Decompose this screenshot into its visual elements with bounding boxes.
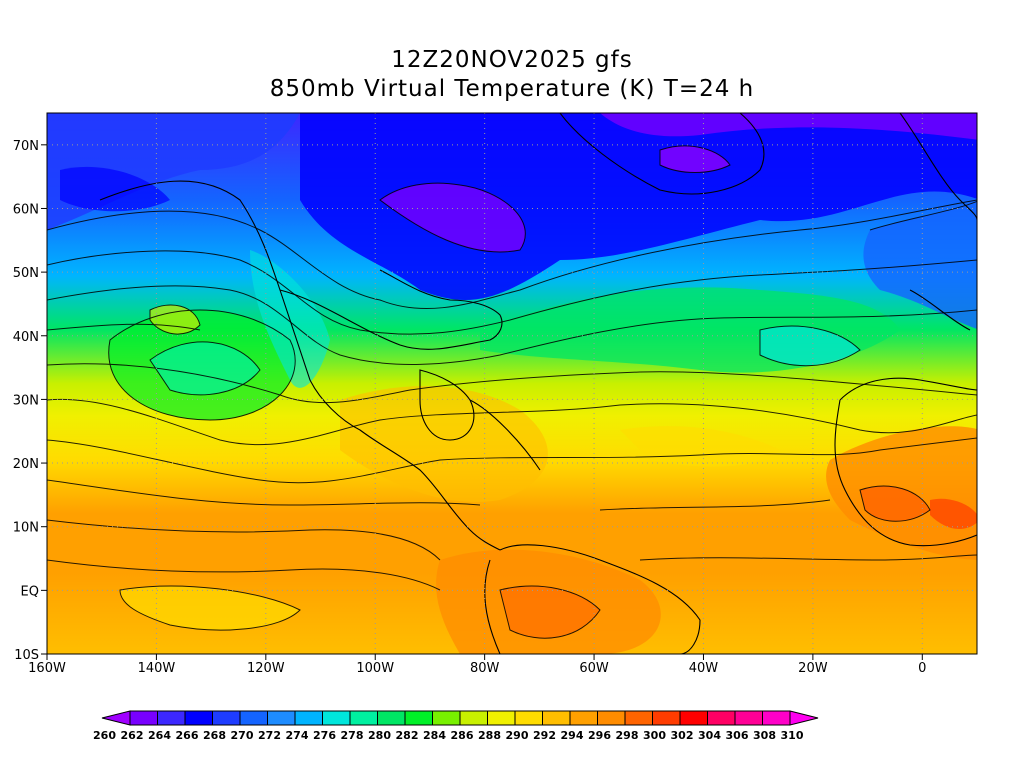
colorbar-label: 294 xyxy=(561,729,584,742)
colorbar-swatch xyxy=(542,710,571,726)
lon-tick-label: 40W xyxy=(689,661,719,676)
colorbar-swatch xyxy=(459,710,488,726)
colorbar-swatch xyxy=(762,710,791,726)
colorbar-swatch xyxy=(734,710,763,726)
colorbar-swatch xyxy=(129,710,158,726)
colorbar-label: 302 xyxy=(671,729,694,742)
colorbar-label: 280 xyxy=(368,729,391,742)
colorbar-swatch xyxy=(184,710,213,726)
lon-tick-label: 60W xyxy=(579,661,609,676)
colorbar-label: 278 xyxy=(341,729,364,742)
colorbar-label: 286 xyxy=(451,729,474,742)
colorbar-label: 300 xyxy=(643,729,666,742)
latitude-axis: 70N 60N 50N 40N 30N 20N 10N EQ 10S xyxy=(13,139,47,663)
lat-tick-label: 40N xyxy=(13,330,39,345)
colorbar-swatch xyxy=(239,710,268,726)
map-frame xyxy=(46,112,978,655)
colorbar-swatch xyxy=(404,710,433,726)
lat-tick-label: 10N xyxy=(13,521,39,536)
colorbar-swatch xyxy=(377,710,406,726)
colorbar-swatch xyxy=(679,710,708,726)
colorbar-label: 262 xyxy=(121,729,144,742)
colorbar-swatch xyxy=(487,710,516,726)
lon-tick-label: 160W xyxy=(28,661,66,676)
colorbar-swatch xyxy=(212,710,241,726)
colorbar-swatch xyxy=(597,710,626,726)
lat-tick-label: 30N xyxy=(13,393,39,408)
colorbar-label: 270 xyxy=(231,729,254,742)
colorbar-swatch xyxy=(569,710,598,726)
colorbar-label: 282 xyxy=(396,729,419,742)
temperature-field xyxy=(47,113,977,654)
colorbar-label: 274 xyxy=(286,729,309,742)
lat-tick-label: 70N xyxy=(13,139,39,154)
longitude-axis: 160W 140W 120W 100W 80W 60W 40W 20W 0 xyxy=(28,654,926,676)
colorbar-swatch xyxy=(267,710,296,726)
colorbar-label: 268 xyxy=(203,729,226,742)
lon-tick-label: 20W xyxy=(798,661,828,676)
colorbar-label: 288 xyxy=(478,729,501,742)
colorbar-label: 306 xyxy=(726,729,749,742)
map-title-line2: 850mb Virtual Temperature (K) T=24 h xyxy=(269,76,755,102)
colorbar-swatch xyxy=(157,710,186,726)
lon-tick-label: 140W xyxy=(138,661,176,676)
colorbar-swatch xyxy=(624,710,653,726)
map-graticule xyxy=(47,113,977,654)
lon-tick-label: 120W xyxy=(247,661,285,676)
lon-tick-label: 0 xyxy=(918,661,926,676)
colorbar-swatch xyxy=(432,710,461,726)
colorbar-label: 266 xyxy=(176,729,199,742)
colorbar-swatch xyxy=(322,710,351,726)
lon-tick-label: 80W xyxy=(470,661,500,676)
colorbar: 260 262 264 266 268 270 272 274 276 278 280 282 284 2… xyxy=(93,710,819,742)
colorbar-label: 310 xyxy=(781,729,804,742)
colorbar-label: 290 xyxy=(506,729,529,742)
lat-tick-label: 10S xyxy=(14,648,39,663)
colorbar-over-triangle xyxy=(789,710,819,726)
colorbar-swatch xyxy=(349,710,378,726)
colorbar-swatch xyxy=(652,710,681,726)
colorbar-label: 272 xyxy=(258,729,281,742)
colorbar-label: 264 xyxy=(148,729,171,742)
lat-tick-label: 20N xyxy=(13,457,39,472)
colorbar-label: 276 xyxy=(313,729,336,742)
colorbar-label: 298 xyxy=(616,729,639,742)
colorbar-label: 308 xyxy=(753,729,776,742)
colorbar-swatch xyxy=(294,710,323,726)
lon-tick-label: 100W xyxy=(356,661,394,676)
map-title-line1: 12Z20NOV2025 gfs xyxy=(391,47,633,73)
colorbar-label: 296 xyxy=(588,729,611,742)
colorbar-under-triangle xyxy=(101,710,131,726)
colorbar-label: 284 xyxy=(423,729,446,742)
colorbar-swatch xyxy=(514,710,543,726)
colorbar-label: 292 xyxy=(533,729,556,742)
lat-tick-label: EQ xyxy=(21,584,39,599)
colorbar-label: 304 xyxy=(698,729,721,742)
colorbar-label: 260 xyxy=(93,729,116,742)
lat-tick-label: 60N xyxy=(13,202,39,217)
colorbar-swatch xyxy=(707,710,736,726)
lat-tick-label: 50N xyxy=(13,266,39,281)
